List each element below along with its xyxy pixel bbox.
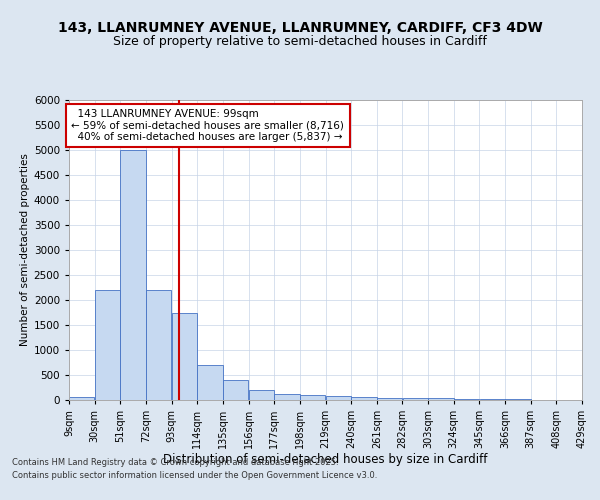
Bar [300, 395, 325, 400]
Text: 143, LLANRUMNEY AVENUE, LLANRUMNEY, CARDIFF, CF3 4DW: 143, LLANRUMNEY AVENUE, LLANRUMNEY, CARD… [58, 20, 542, 34]
Text: 143 LLANRUMNEY AVENUE: 99sqm
← 59% of semi-detached houses are smaller (8,716)
 : 143 LLANRUMNEY AVENUE: 99sqm ← 59% of se… [71, 109, 344, 142]
Bar [454, 399, 479, 400]
Text: Size of property relative to semi-detached houses in Cardiff: Size of property relative to semi-detach… [113, 34, 487, 48]
Bar [121, 150, 146, 400]
Bar [69, 396, 94, 400]
Bar [172, 312, 197, 400]
Y-axis label: Number of semi-detached properties: Number of semi-detached properties [20, 154, 29, 346]
Bar [274, 394, 299, 400]
Bar [326, 396, 351, 400]
Bar [505, 399, 530, 400]
Bar [197, 365, 223, 400]
Bar [377, 398, 402, 400]
Bar [403, 398, 428, 400]
X-axis label: Distribution of semi-detached houses by size in Cardiff: Distribution of semi-detached houses by … [163, 452, 488, 466]
Bar [352, 397, 377, 400]
Bar [479, 399, 505, 400]
Bar [146, 290, 172, 400]
Text: Contains HM Land Registry data © Crown copyright and database right 2025.: Contains HM Land Registry data © Crown c… [12, 458, 338, 467]
Bar [95, 290, 120, 400]
Bar [428, 398, 454, 400]
Text: Contains public sector information licensed under the Open Government Licence v3: Contains public sector information licen… [12, 470, 377, 480]
Bar [223, 380, 248, 400]
Bar [249, 390, 274, 400]
